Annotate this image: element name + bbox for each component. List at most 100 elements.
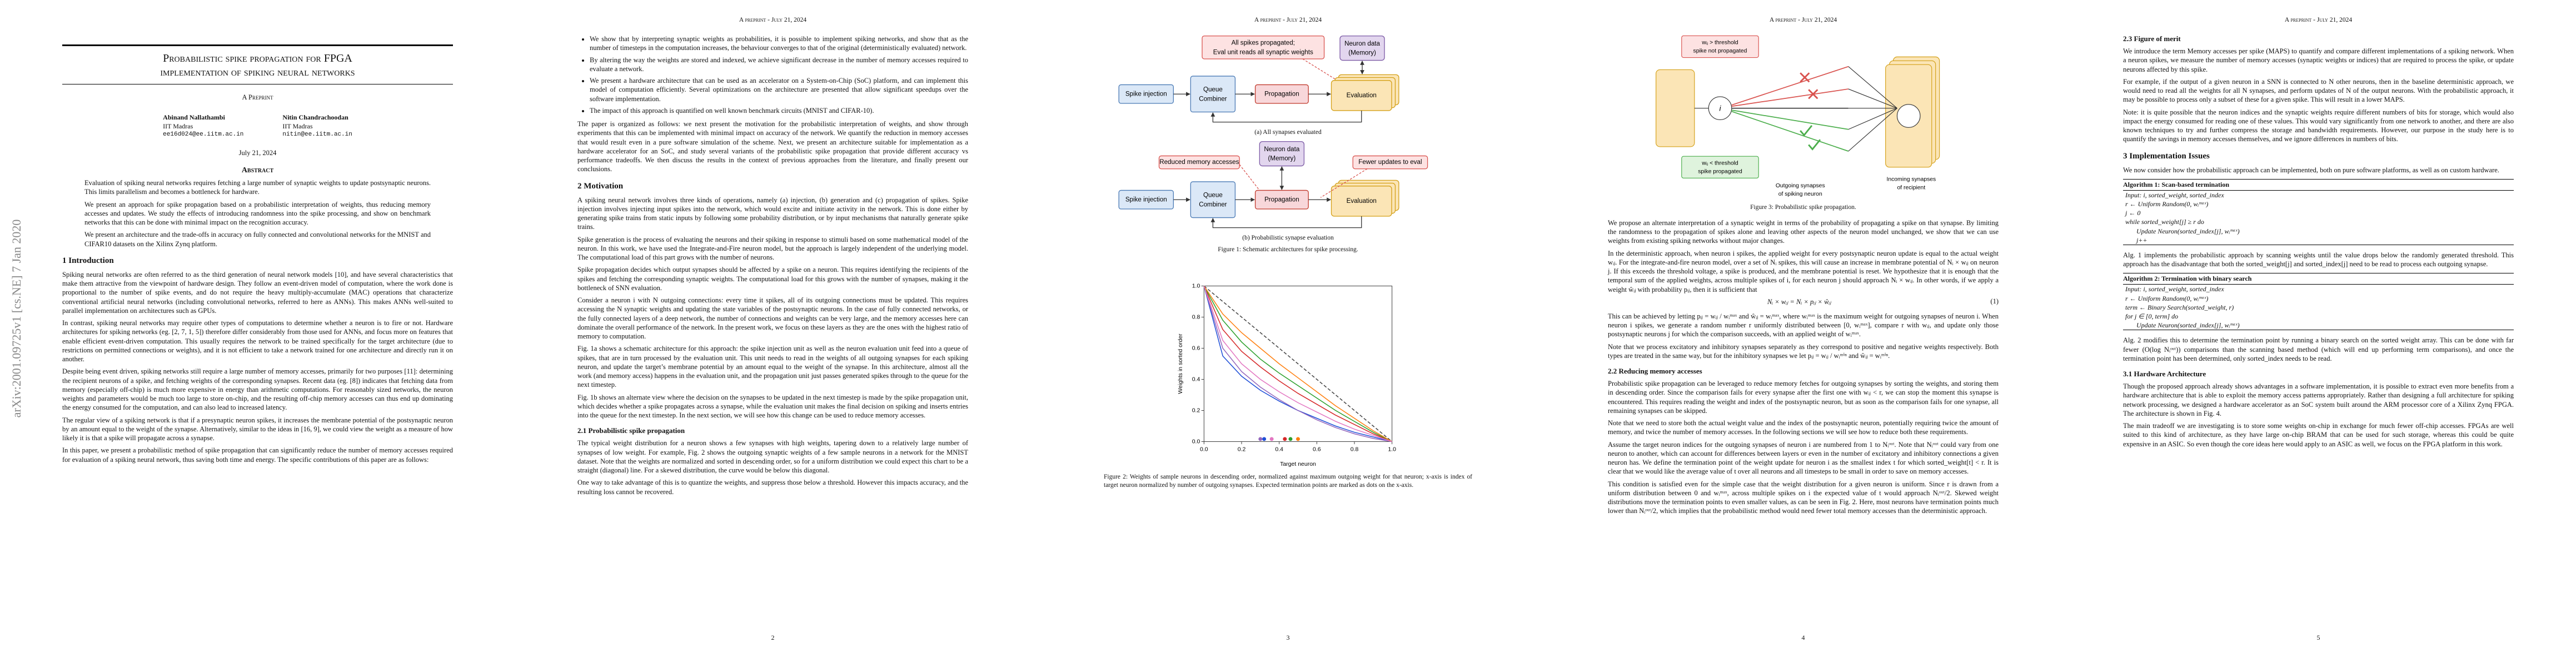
termination-point: [1269, 437, 1274, 441]
x-tick-label: 0.2: [1237, 446, 1245, 452]
text: (Memory): [1348, 49, 1376, 57]
section-body: We introduce the term Memory accesses pe…: [2123, 47, 2514, 144]
paragraph: Though the proposed approach already sho…: [2123, 382, 2514, 417]
section-body: The typical weight distribution for a ne…: [577, 439, 968, 496]
algorithm-line: r ← Uniform Random(0, wᵢᵐᵃˣ): [2125, 200, 2209, 208]
rect: [1339, 35, 1385, 61]
bullet-item: The impact of this approach is quantifie…: [590, 106, 968, 115]
paragraph: Spiking neural networks are often referr…: [62, 270, 453, 315]
paragraph: The paper is organized as follows: we ne…: [577, 120, 968, 173]
algorithm-line: Input: i, sorted_weight, sorted_index: [2125, 285, 2224, 293]
path: [1210, 110, 1362, 123]
path: [1807, 139, 1821, 151]
algorithm: Algorithm 1: Scan-based termination Inpu…: [2123, 178, 2514, 245]
paragraph: Fig. 1a shows a schematic architecture f…: [577, 345, 968, 389]
section-body: Though the proposed approach already sho…: [2123, 382, 2514, 449]
y-tick-label: 0.4: [1192, 376, 1200, 382]
line: [1731, 109, 1848, 130]
y-tick-label: 1.0: [1192, 282, 1200, 289]
algorithm-line: for j ∈ [0, term] do: [2125, 312, 2179, 320]
author-name: Abinand Nallathambi: [163, 113, 225, 121]
page: A preprint - July 21, 2024 Spike injecti…: [1030, 0, 1546, 667]
algorithm-line: term ← Binary Search(sorted_weight, r): [2125, 303, 2234, 311]
paragraph: In the deterministic approach, when neur…: [1608, 249, 1999, 293]
text: Outgoing synapses: [1775, 183, 1825, 189]
paragraph: Consider a neuron i with N outgoing conn…: [577, 296, 968, 340]
paragraph: We present an architecture and the trade…: [84, 231, 431, 248]
series-line: [1203, 286, 1392, 442]
circle: [1896, 104, 1921, 128]
subcaption: (b) Probabilistic synapse evaluation: [1242, 235, 1334, 241]
paragraph: In contrast, spiking neural networks may…: [62, 319, 453, 364]
text: Reduced memory accesses: [1159, 158, 1239, 166]
paragraph: We introduce the term Memory accesses pe…: [2123, 47, 2514, 73]
line: [1847, 108, 1897, 152]
figure-3-diagram: i wᵢⱼ > threshold spike not propagated w…: [1655, 35, 1940, 197]
section-body: This can be achieved by letting pᵢⱼ = wᵢ…: [1608, 312, 1999, 360]
author-name: Nitin Chandrachoodan: [282, 113, 348, 121]
author-email: ee16d024@ee.iitm.ac.in: [163, 131, 244, 138]
text: Eval unit reads all synaptic weights: [1213, 48, 1313, 56]
paragraph: Despite being event driven, spiking netw…: [62, 367, 453, 412]
text: Evaluation: [1346, 92, 1376, 99]
rect: [1681, 35, 1759, 58]
section-body: Probabilistic spike propagation can be l…: [1608, 379, 1999, 516]
authors: Abinand Nallathambi IIT Madras ee16d024@…: [62, 113, 453, 139]
text: of spiking neuron: [1778, 191, 1822, 197]
subsection-heading: 2.3 Figure of merit: [2123, 34, 2181, 43]
p: Alg. 1 implements the probabilistic appr…: [2123, 251, 2514, 268]
plot-frame: [1203, 285, 1392, 442]
algorithm-line: j++: [2136, 236, 2148, 244]
author-affiliation: IIT Madras: [282, 122, 313, 131]
section-body: Spiking neural networks are often referr…: [62, 270, 453, 464]
text: spike not propagated: [1693, 48, 1747, 54]
termination-point: [1288, 437, 1292, 441]
text: Weights in sorted order: [1177, 334, 1184, 394]
line: [1848, 108, 1897, 130]
x-tick-label: 0.0: [1200, 446, 1208, 452]
bullet-item: We present a hardware architecture that …: [590, 76, 968, 103]
paragraph: For example, if the output of a given ne…: [2123, 77, 2514, 104]
author-email: nitin@ee.iitm.ac.in: [282, 131, 352, 138]
caption: Figure 1: Schematic architectures for sp…: [1218, 246, 1358, 253]
text: Propagation: [1264, 196, 1299, 203]
page-number: 4: [1801, 634, 1805, 641]
preprint-label: A Preprint: [242, 93, 273, 101]
text: Spike injection: [1125, 196, 1167, 203]
figure-3: i wᵢⱼ > threshold spike not propagated w…: [1608, 34, 1999, 212]
text: Combiner: [1199, 95, 1227, 102]
bullets: We show that by interpreting synaptic we…: [577, 34, 968, 115]
x-tick-label: 0.8: [1350, 446, 1358, 452]
algorithm-line: while sorted_weight[j] ≥ r do: [2125, 218, 2204, 226]
algorithm-line: Update Neuron(sorted_index[j], wᵢᵐᵃˣ): [2136, 227, 2240, 235]
rect: [1352, 155, 1428, 170]
eq-body: Nᵢ × wᵢⱼ = Nᵢ × pᵢⱼ × ŵᵢⱼ: [1767, 297, 1831, 306]
text: Queue: [1203, 86, 1222, 93]
page: A preprint - July 21, 2024 We show that …: [515, 0, 1030, 667]
paragraph: The typical weight distribution for a ne…: [577, 439, 968, 474]
text: Neuron data: [1344, 40, 1380, 47]
figure-1b: Spike injection Queue Combiner Propagati…: [1118, 141, 1428, 228]
line: [1320, 168, 1367, 198]
termination-point: [1296, 437, 1300, 441]
algorithm-line: Update Neuron(sorted_index[j], wᵢᵐᵃˣ): [2136, 321, 2240, 330]
algorithm-line: j ← 0: [2125, 209, 2141, 217]
algorithm: Algorithm 2: Termination with binary sea…: [2123, 273, 2514, 331]
running-header: A preprint - July 21, 2024: [739, 17, 807, 23]
subsection-heading: 2.1 Probabilistic spike propagation: [577, 426, 685, 435]
x-tick-label: 0.4: [1275, 446, 1283, 452]
paragraph: One way to take advantage of this is to …: [577, 479, 968, 496]
text: (Memory): [1268, 155, 1296, 162]
paragraph: We now consider how the probabilistic ap…: [2123, 166, 2499, 174]
line: [1731, 111, 1848, 152]
series-line: [1203, 286, 1392, 442]
section-body: We propose an alternate interpretation o…: [1608, 218, 1999, 294]
page: A preprint - July 21, 2024 i: [1546, 0, 2061, 667]
paragraph: A spiking neural network involves three …: [577, 196, 968, 231]
termination-point: [1258, 437, 1262, 441]
bullet-item: We show that by interpreting synaptic we…: [590, 34, 968, 53]
section-heading: 3 Implementation Issues: [2123, 151, 2210, 161]
algorithm-title: Algorithm 2: Termination with binary sea…: [2123, 273, 2514, 285]
